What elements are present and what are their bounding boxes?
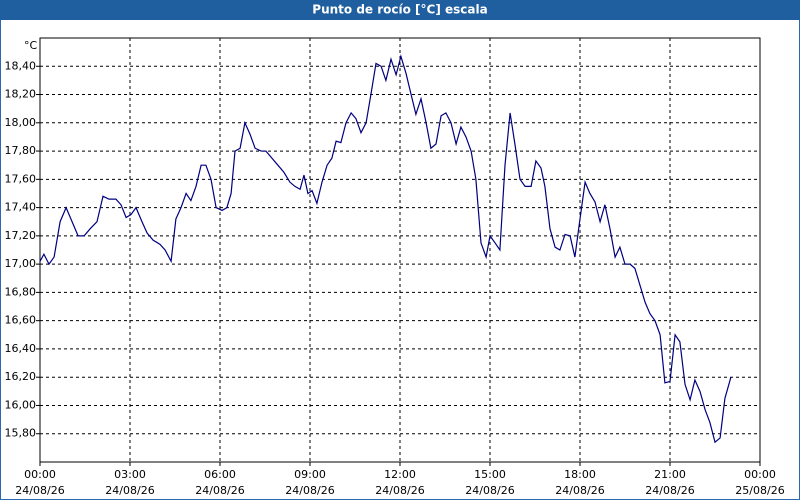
y-tick-label: 17,80 [5, 144, 37, 157]
y-tick-label: 18,20 [5, 88, 37, 101]
x-tick-label: 03:00 [114, 468, 146, 481]
y-tick-label: 18,00 [5, 116, 37, 129]
x-tick-date: 24/08/26 [645, 484, 694, 497]
y-tick-label: 16,80 [5, 285, 37, 298]
x-tick-label: 09:00 [294, 468, 326, 481]
y-tick-label: 17,20 [5, 229, 37, 242]
x-tick-date: 24/08/26 [285, 484, 334, 497]
y-tick-label: 15,80 [5, 427, 37, 440]
x-tick-date: 24/08/26 [555, 484, 604, 497]
x-tick-label: 12:00 [384, 468, 416, 481]
y-tick-label: 18,40 [5, 59, 37, 72]
title-bar [0, 0, 800, 20]
x-tick-date: 24/08/26 [375, 484, 424, 497]
x-tick-date: 24/08/26 [15, 484, 64, 497]
x-tick-label: 06:00 [204, 468, 236, 481]
x-tick-date: 24/08/26 [195, 484, 244, 497]
y-tick-label: 17,00 [5, 257, 37, 270]
y-unit: °C [24, 39, 38, 52]
x-tick-date: 24/08/26 [465, 484, 514, 497]
y-tick-label: 16,00 [5, 398, 37, 411]
y-tick-label: 16,60 [5, 314, 37, 327]
x-tick-label: 18:00 [564, 468, 596, 481]
x-tick-label: 15:00 [474, 468, 506, 481]
x-tick-label: 00:00 [744, 468, 776, 481]
x-tick-date: 25/08/26 [735, 484, 784, 497]
y-tick-label: 17,60 [5, 172, 37, 185]
y-tick-label: 16,40 [5, 342, 37, 355]
chart-title: Punto de rocío [°C] escala [312, 3, 487, 17]
y-tick-label: 17,40 [5, 201, 37, 214]
x-tick-label: 00:00 [24, 468, 56, 481]
x-tick-date: 24/08/26 [105, 484, 154, 497]
x-tick-label: 21:00 [654, 468, 686, 481]
y-tick-label: 16,20 [5, 370, 37, 383]
data-line [39, 54, 732, 444]
